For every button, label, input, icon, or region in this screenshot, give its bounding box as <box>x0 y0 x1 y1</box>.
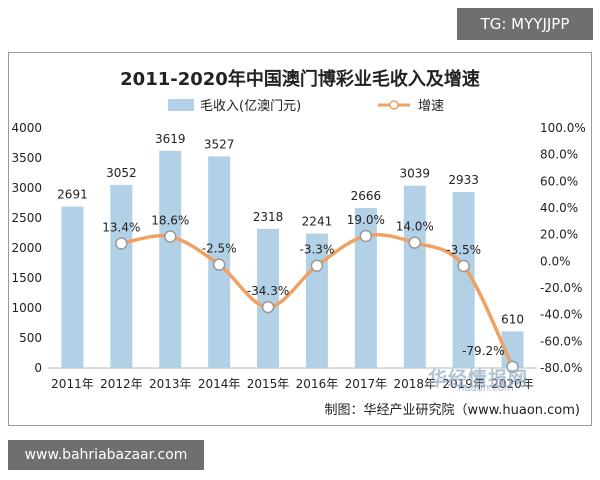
growth-value-label: -79.2% <box>462 344 504 358</box>
left-tick-label: 1500 <box>11 271 42 285</box>
growth-markers <box>115 229 519 374</box>
bar-value-label: 3052 <box>106 166 137 180</box>
legend-line-label: 增速 <box>418 99 444 114</box>
left-tick-label: 500 <box>19 331 42 345</box>
right-tick-label: -40.0% <box>540 308 582 322</box>
bar <box>403 185 426 368</box>
x-tick-label: 2020年 <box>491 377 534 391</box>
legend-bar-swatch <box>168 99 194 111</box>
left-tick-label: 0 <box>34 361 42 375</box>
growth-marker <box>164 230 177 243</box>
x-tick-label: 2013年 <box>149 377 192 391</box>
bar-value-label: 2933 <box>448 173 479 187</box>
left-tick-label: 4000 <box>11 121 42 135</box>
bar-value-label: 3527 <box>204 137 235 151</box>
x-tick-label: 2016年 <box>296 377 339 391</box>
growth-value-label: -2.5% <box>202 242 237 256</box>
bar-value-label: 2691 <box>57 188 88 202</box>
watermark-brand: 华经情报网 <box>428 368 529 390</box>
growth-value-label: 19.0% <box>347 213 385 227</box>
growth-marker <box>310 259 324 272</box>
right-tick-label: 100.0% <box>540 121 586 135</box>
right-tick-label: 40.0% <box>540 201 578 215</box>
growth-marker <box>506 360 519 374</box>
site-badge: www.bahriabazaar.com <box>8 440 204 470</box>
bar-value-label: 3039 <box>399 167 430 181</box>
bar <box>257 228 280 368</box>
growth-marker <box>359 229 373 243</box>
right-axis-ticks: -80.0% -60.0% -40.0% -20.0% 0.0% 20.0% 40.0% 60… <box>540 121 586 375</box>
left-axis-ticks: 0 500 1000 1500 2000 2500 3000 3500 4000 <box>11 121 42 375</box>
growth-value-label: -34.3% <box>247 284 289 298</box>
left-tick-label: 2000 <box>11 241 42 255</box>
x-tick-label: 2012年 <box>100 377 143 391</box>
x-tick-label: 2011年 <box>51 377 94 391</box>
bar-value-labels: 2691 3052 3619 3527 2318 2241 2666 3039 2933 610 <box>57 132 524 327</box>
bar <box>354 208 377 368</box>
bars <box>61 150 524 368</box>
bar-value-label: 2241 <box>302 215 333 229</box>
tg-badge: TG: MYYJJPP <box>457 8 593 40</box>
x-tick-label: 2018年 <box>393 377 436 391</box>
growth-marker <box>408 236 421 249</box>
x-tick-label: 2017年 <box>345 377 388 391</box>
legend: 毛收入(亿澳门元) 增速 <box>168 98 444 114</box>
legend-bar-label: 毛收入(亿澳门元) <box>200 98 301 114</box>
growth-value-label: -3.3% <box>300 243 335 257</box>
left-tick-label: 1000 <box>11 301 42 315</box>
right-tick-label: -80.0% <box>540 361 582 375</box>
bar-value-label: 3619 <box>155 132 186 146</box>
growth-value-label: 18.6% <box>151 214 189 228</box>
bar-value-label: 610 <box>501 312 524 326</box>
chart-frame <box>8 52 592 426</box>
source-note: 制图：华经产业研究院（www.huaon.com) <box>325 403 580 418</box>
right-tick-label: -20.0% <box>540 281 582 295</box>
growth-marker <box>212 258 226 271</box>
growth-marker <box>115 237 128 250</box>
growth-value-label: 14.0% <box>396 220 434 234</box>
left-tick-label: 2500 <box>11 211 42 225</box>
bar-value-label: 2318 <box>253 210 284 224</box>
legend-line-marker <box>389 100 399 110</box>
left-tick-label: 3000 <box>11 181 42 195</box>
bar <box>61 206 84 368</box>
right-tick-label: 80.0% <box>540 148 578 162</box>
x-tick-label: 2015年 <box>247 377 290 391</box>
watermark-url: huaon.com <box>458 383 514 394</box>
x-tick-label: 2014年 <box>198 377 241 391</box>
bar <box>110 184 133 368</box>
right-tick-label: 60.0% <box>540 174 578 188</box>
growth-marker <box>261 300 275 314</box>
right-tick-label: 20.0% <box>540 228 578 242</box>
bar <box>452 192 475 368</box>
right-tick-label: 0.0% <box>540 254 571 268</box>
growth-marker <box>457 259 470 273</box>
x-tick-label: 2019年 <box>442 377 485 391</box>
left-tick-label: 3500 <box>11 151 42 165</box>
x-axis-labels: 2011年 2012年 2013年 2014年 2015年 2016年 2017年 2018年… <box>51 377 534 391</box>
growth-value-label: -3.5% <box>446 243 481 257</box>
growth-value-label: 13.4% <box>102 220 140 234</box>
chart-title: 2011-2020年中国澳门博彩业毛收入及增速 <box>120 68 480 90</box>
bar-value-label: 2666 <box>351 189 382 203</box>
right-tick-label: -60.0% <box>540 334 582 348</box>
bar <box>159 150 182 368</box>
growth-value-labels: 13.4% 18.6% -2.5% -34.3% -3.3% 19.0% 14.0% -3.5… <box>102 213 504 358</box>
